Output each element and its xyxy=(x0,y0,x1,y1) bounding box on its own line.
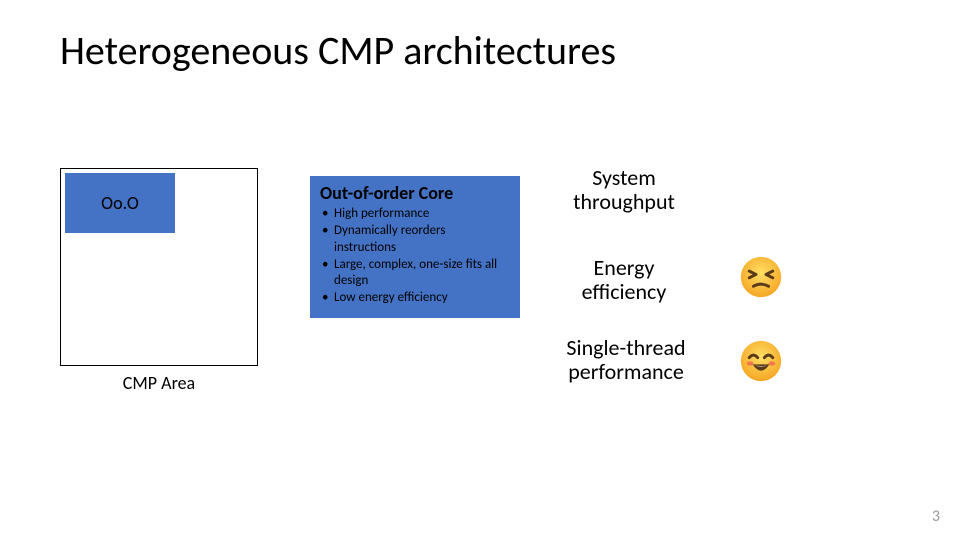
happy-face-icon xyxy=(740,340,782,382)
slide: Heterogeneous CMP architectures Oo.O CMP… xyxy=(0,0,960,540)
core-bullet: High performance xyxy=(320,206,510,222)
metric-single-thread-perf: Single-thread performance xyxy=(548,336,704,384)
metric-system-throughput: System throughput xyxy=(554,166,694,214)
core-bullet: Dynamically reorders instructions xyxy=(320,223,510,256)
core-bullet: Large, complex, one-size fits all design xyxy=(320,257,510,290)
metric-energy-efficiency: Energy efficiency xyxy=(554,256,694,304)
core-bullet-list: High performance Dynamically reorders in… xyxy=(320,206,510,307)
slide-title: Heterogeneous CMP architectures xyxy=(60,26,616,75)
core-bullet: Low energy efficiency xyxy=(320,290,510,306)
ooo-core-label: Oo.O xyxy=(101,192,139,214)
page-number: 3 xyxy=(932,507,940,526)
ooo-core-block: Oo.O xyxy=(65,173,175,233)
sad-face-icon xyxy=(740,256,782,298)
ooo-core-description: Out-of-order Core High performance Dynam… xyxy=(310,176,520,318)
core-heading: Out-of-order Core xyxy=(320,182,510,204)
cmp-area-label: CMP Area xyxy=(60,372,258,394)
cmp-area-box: Oo.O xyxy=(60,168,258,366)
